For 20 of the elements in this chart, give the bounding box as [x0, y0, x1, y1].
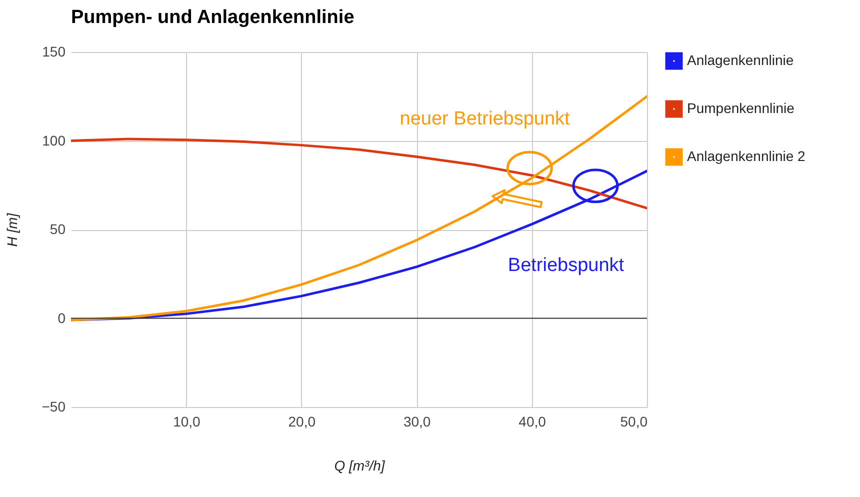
y-tick-label: 150	[42, 44, 66, 60]
x-tick-label: 30,0	[403, 414, 431, 430]
legend-label: Anlagenkennlinie 2	[687, 148, 806, 164]
line-series	[71, 95, 647, 322]
x-tick-label: 50,0	[620, 414, 648, 430]
y-tick-label: 0	[58, 310, 66, 326]
x-tick-label: 10,0	[173, 414, 201, 430]
annotation: Betriebspunkt	[508, 255, 625, 276]
annotation: neuer Betriebspunkt	[400, 108, 571, 130]
x-axis-title: Q [m³/h]	[334, 458, 386, 474]
y-axis-title: H [m]	[4, 212, 20, 247]
x-tick-label: 20,0	[288, 414, 316, 430]
line-series	[71, 138, 647, 210]
chart-title: Pumpen- und Anlagenkennlinie	[71, 7, 354, 28]
legend-label: Anlagenkennlinie	[687, 52, 794, 68]
y-tick-label: 50	[50, 221, 66, 237]
legend-label: Pumpenkennlinie	[687, 100, 795, 116]
y-tick-label: 100	[42, 132, 66, 148]
y-tick-label: −50	[42, 398, 66, 414]
x-tick-label: 40,0	[518, 414, 546, 430]
